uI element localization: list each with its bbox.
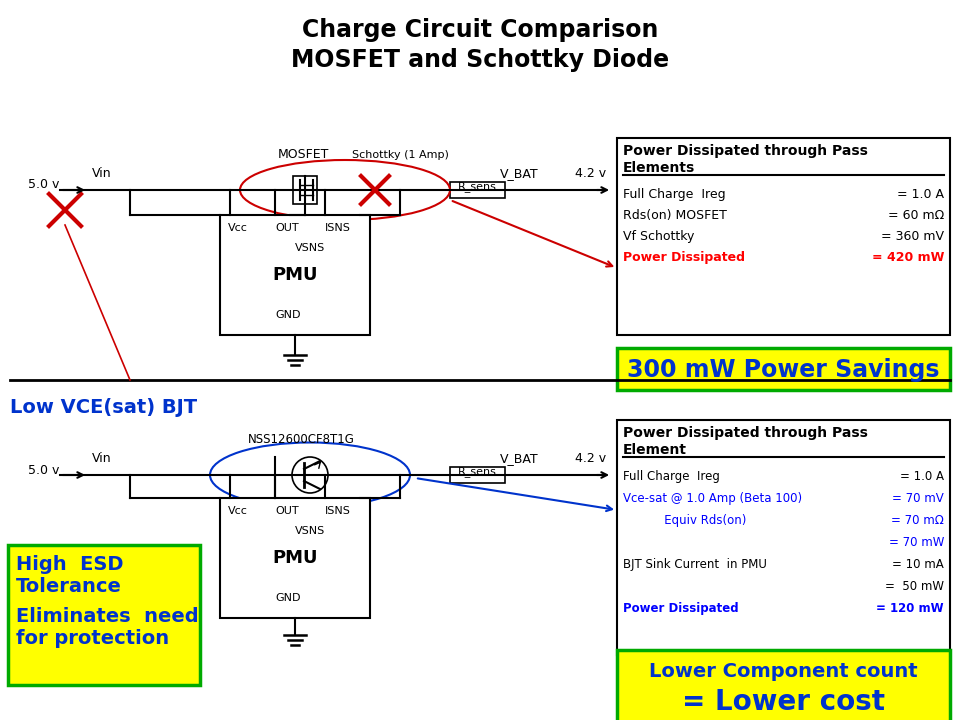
- Text: Power Dissipated: Power Dissipated: [623, 602, 738, 615]
- Text: Eliminates  need: Eliminates need: [16, 607, 199, 626]
- Text: = 120 mW: = 120 mW: [876, 602, 944, 615]
- Bar: [617, 650, 950, 720]
- Text: =  50 mW: = 50 mW: [885, 580, 944, 593]
- Text: VSNS: VSNS: [295, 526, 325, 536]
- Text: R_sens: R_sens: [458, 467, 496, 477]
- Text: = 70 mΩ: = 70 mΩ: [891, 514, 944, 527]
- Text: = 360 mV: = 360 mV: [881, 230, 944, 243]
- Text: R_sens: R_sens: [458, 181, 496, 192]
- Text: V_BAT: V_BAT: [500, 452, 539, 465]
- Text: Full Charge  Ireg: Full Charge Ireg: [623, 188, 726, 201]
- Text: Rds(on) MOSFET: Rds(on) MOSFET: [623, 209, 727, 222]
- Bar: [617, 138, 950, 335]
- Bar: [220, 215, 370, 335]
- Text: 5.0 v: 5.0 v: [28, 464, 60, 477]
- Text: MOSFET: MOSFET: [278, 148, 329, 161]
- Text: = 10 mA: = 10 mA: [892, 558, 944, 571]
- Text: OUT: OUT: [275, 506, 299, 516]
- Text: Power Dissipated through Pass: Power Dissipated through Pass: [623, 144, 868, 158]
- Bar: [450, 182, 505, 198]
- Text: ISNS: ISNS: [325, 506, 350, 516]
- Text: PMU: PMU: [273, 266, 318, 284]
- Text: = 70 mW: = 70 mW: [889, 536, 944, 549]
- Text: VSNS: VSNS: [295, 243, 325, 253]
- Text: GND: GND: [275, 310, 300, 320]
- Text: for protection: for protection: [16, 629, 169, 648]
- Bar: [617, 348, 950, 390]
- Text: Vcc: Vcc: [228, 223, 248, 233]
- Bar: [450, 467, 505, 483]
- Text: BJT Sink Current  in PMU: BJT Sink Current in PMU: [623, 558, 767, 571]
- Text: Schottky (1 Amp): Schottky (1 Amp): [352, 150, 449, 160]
- Text: Full Charge  Ireg: Full Charge Ireg: [623, 470, 720, 483]
- Text: OUT: OUT: [275, 223, 299, 233]
- Text: 300 mW Power Savings: 300 mW Power Savings: [627, 358, 940, 382]
- Text: 4.2 v: 4.2 v: [575, 167, 606, 180]
- Text: 5.0 v: 5.0 v: [28, 179, 60, 192]
- Text: Charge Circuit Comparison: Charge Circuit Comparison: [301, 18, 659, 42]
- Text: Tolerance: Tolerance: [16, 577, 122, 596]
- Bar: [293, 176, 317, 204]
- Text: MOSFET and Schottky Diode: MOSFET and Schottky Diode: [291, 48, 669, 72]
- Text: Lower Component count: Lower Component count: [649, 662, 918, 681]
- Bar: [617, 420, 950, 655]
- Text: V_BAT: V_BAT: [500, 167, 539, 180]
- Text: High  ESD: High ESD: [16, 555, 124, 574]
- Text: Vin: Vin: [92, 167, 111, 180]
- Text: = Lower cost: = Lower cost: [682, 688, 885, 716]
- Text: GND: GND: [275, 593, 300, 603]
- Text: Equiv Rds(on): Equiv Rds(on): [623, 514, 746, 527]
- Text: Vcc: Vcc: [228, 506, 248, 516]
- Text: = 420 mW: = 420 mW: [872, 251, 944, 264]
- Text: Power Dissipated: Power Dissipated: [623, 251, 745, 264]
- Text: 4.2 v: 4.2 v: [575, 452, 606, 465]
- Text: Element: Element: [623, 443, 687, 457]
- Text: Vf Schottky: Vf Schottky: [623, 230, 694, 243]
- Text: PMU: PMU: [273, 549, 318, 567]
- Bar: [220, 498, 370, 618]
- Text: = 60 mΩ: = 60 mΩ: [888, 209, 944, 222]
- Text: Vce-sat @ 1.0 Amp (Beta 100): Vce-sat @ 1.0 Amp (Beta 100): [623, 492, 803, 505]
- Text: ISNS: ISNS: [325, 223, 350, 233]
- Text: Low VCE(sat) BJT: Low VCE(sat) BJT: [10, 398, 197, 417]
- Bar: [8, 545, 200, 685]
- Text: Power Dissipated through Pass: Power Dissipated through Pass: [623, 426, 868, 440]
- Text: Vin: Vin: [92, 452, 111, 465]
- Text: Elements: Elements: [623, 161, 695, 175]
- Text: = 70 mV: = 70 mV: [892, 492, 944, 505]
- Circle shape: [292, 457, 328, 493]
- Text: = 1.0 A: = 1.0 A: [897, 188, 944, 201]
- Text: = 1.0 A: = 1.0 A: [900, 470, 944, 483]
- Text: NSS12600CF8T1G: NSS12600CF8T1G: [248, 433, 355, 446]
